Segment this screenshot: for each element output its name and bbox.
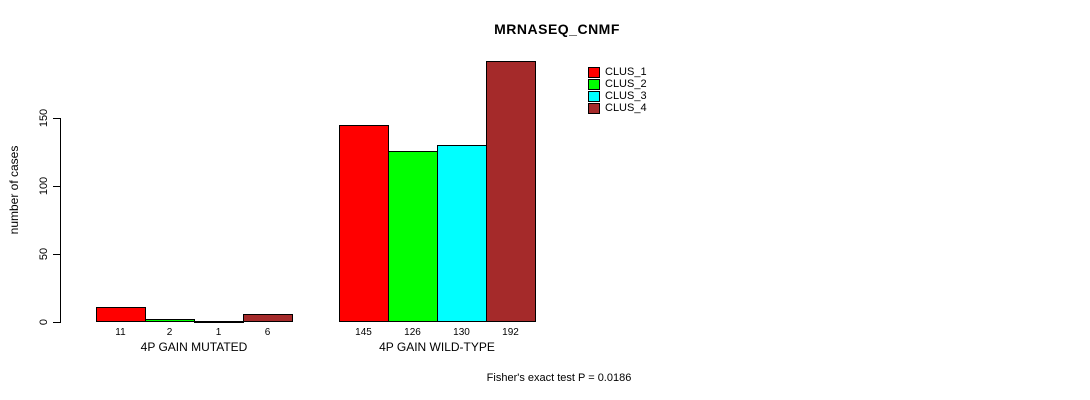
bar-clus-3-group2: [437, 145, 487, 322]
legend-swatch: [588, 78, 600, 90]
bar-clus-2-group1: [145, 319, 195, 322]
bar-value-label: 11: [115, 327, 126, 338]
bar-clus-4-group2: [486, 61, 536, 322]
legend-label: CLUS_3: [605, 90, 647, 102]
bar-clus-3-group1: [194, 321, 244, 323]
legend-swatch: [588, 90, 600, 102]
bar-clus-1-group1: [96, 307, 146, 322]
y-tick-label: 100: [38, 176, 50, 196]
bar-value-label: 192: [502, 327, 519, 338]
y-axis-title: number of cases: [7, 145, 21, 235]
legend-label: CLUS_2: [605, 78, 647, 90]
fisher-test-annotation: Fisher's exact test P = 0.0186: [486, 372, 632, 384]
legend-label: CLUS_4: [605, 102, 647, 114]
legend-label: CLUS_1: [605, 66, 647, 78]
y-tick-mark: [53, 322, 60, 323]
bar-value-label: 6: [264, 327, 271, 338]
legend-swatch: [588, 102, 600, 114]
bar-clus-1-group2: [339, 125, 389, 322]
y-tick-label: 150: [38, 108, 50, 128]
legend-item-clus-4: CLUS_4: [588, 102, 647, 114]
y-tick-mark: [53, 118, 60, 119]
group-label: 4P GAIN WILD-TYPE: [379, 340, 495, 354]
y-axis-line: [60, 118, 61, 323]
y-tick-mark: [53, 186, 60, 187]
y-tick-label: 0: [38, 318, 50, 326]
legend-swatch: [588, 66, 600, 78]
bar-value-label: 2: [166, 327, 173, 338]
bar-value-label: 126: [404, 327, 421, 338]
bar-value-label: 130: [453, 327, 470, 338]
bar-clus-4-group1: [243, 314, 293, 322]
legend-item-clus-1: CLUS_1: [588, 66, 647, 78]
bar-clus-2-group2: [388, 151, 438, 322]
legend-item-clus-3: CLUS_3: [588, 90, 647, 102]
y-tick-mark: [53, 254, 60, 255]
group-label: 4P GAIN MUTATED: [140, 340, 248, 354]
chart-title: MRNASEQ_CNMF: [494, 21, 620, 37]
legend: CLUS_1 CLUS_2 CLUS_3 CLUS_4: [588, 66, 647, 114]
bar-value-label: 1: [215, 327, 222, 338]
y-tick-label: 50: [38, 247, 50, 261]
bar-value-label: 145: [355, 327, 372, 338]
legend-item-clus-2: CLUS_2: [588, 78, 647, 90]
